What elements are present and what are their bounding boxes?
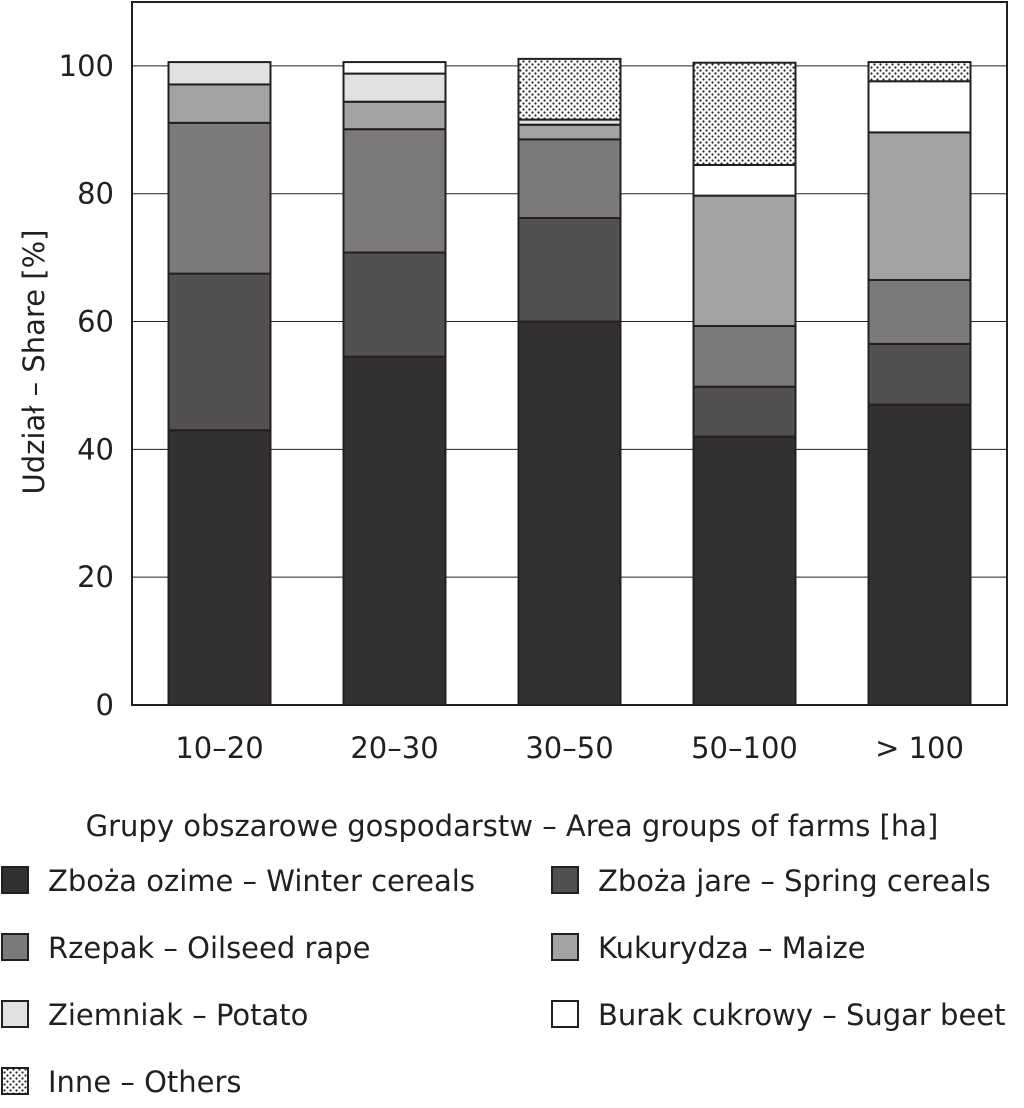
plot-frame	[131, 1, 1008, 706]
legend-swatch	[551, 1000, 579, 1028]
bar-segment	[342, 100, 447, 131]
bar-segment	[342, 61, 447, 75]
legend-swatch	[1, 866, 29, 894]
bar-segment	[167, 61, 272, 86]
bar-segment	[167, 429, 272, 706]
bar-segment	[517, 320, 622, 706]
legend-swatch	[551, 866, 579, 894]
bar-segment	[867, 131, 972, 282]
legend-label: Burak cukrowy – Sugar beet	[598, 998, 1006, 1032]
legend-label: Zboża ozime – Winter cereals	[48, 864, 475, 898]
bar-segment	[867, 61, 972, 83]
legend-label: Kukurydza – Maize	[598, 931, 866, 965]
bar-segment	[517, 217, 622, 323]
bar-segment	[692, 163, 797, 197]
y-tick-label: 100	[59, 49, 114, 83]
bar-segment	[167, 272, 272, 432]
bar-segment	[692, 435, 797, 706]
x-tick-label: 10–20	[175, 731, 263, 765]
x-axis-title: Grupy obszarowe gospodarstw – Area group…	[86, 809, 939, 843]
bar-segment	[342, 355, 447, 706]
legend-swatch	[1, 1067, 29, 1095]
legend-swatch	[1, 933, 29, 961]
y-tick-label: 60	[77, 305, 114, 339]
y-tick-label: 0	[96, 688, 114, 722]
y-axis-ticks: 0 20 40 60 80 100	[59, 49, 114, 722]
bar-segment	[692, 325, 797, 388]
legend-item: Zboża jare – Spring cereals	[551, 864, 991, 898]
bar-segment	[342, 251, 447, 358]
legend-item: Rzepak – Oilseed rape	[1, 931, 370, 965]
bar-segment	[867, 403, 972, 706]
legend-swatch	[1, 1000, 29, 1028]
legend-item: Inne – Others	[1, 1065, 242, 1099]
bar-segment	[692, 194, 797, 328]
bars	[167, 57, 972, 706]
legend-item: Zboża ozime – Winter cereals	[1, 864, 475, 898]
bar-segment	[342, 128, 447, 254]
legend-label: Rzepak – Oilseed rape	[48, 931, 370, 965]
bar-segment	[167, 121, 272, 275]
legend-swatch	[551, 933, 579, 961]
x-tick-label: > 100	[875, 731, 964, 765]
y-axis-title: Udział – Share [%]	[17, 230, 51, 495]
x-tick-label: 30–50	[525, 731, 613, 765]
bar-segment	[517, 138, 622, 220]
x-tick-label: 50–100	[691, 731, 798, 765]
legend-item: Burak cukrowy – Sugar beet	[551, 998, 1006, 1032]
legend-item: Ziemniak – Potato	[1, 998, 308, 1032]
legend-item: Kukurydza – Maize	[551, 931, 866, 965]
legend: Zboża ozime – Winter cereals Zboża jare –…	[1, 864, 1006, 1099]
bar-segment	[692, 61, 797, 166]
legend-label: Zboża jare – Spring cereals	[598, 864, 991, 898]
bar-segment	[517, 57, 622, 121]
x-tick-label: 20–30	[350, 731, 438, 765]
y-tick-label: 40	[77, 432, 114, 466]
y-tick-label: 80	[77, 177, 114, 211]
bar-segment	[867, 279, 972, 345]
x-axis-ticks: 10–20 20–30 30–50 50–100 > 100	[175, 731, 964, 765]
bar-segment	[692, 385, 797, 438]
bar-segment	[867, 80, 972, 134]
bar-segment	[342, 72, 447, 103]
bar-segment	[867, 342, 972, 406]
legend-label: Inne – Others	[48, 1065, 242, 1099]
y-tick-label: 20	[77, 560, 114, 594]
bar-segment	[167, 83, 272, 124]
bar-segment	[517, 123, 622, 141]
legend-label: Ziemniak – Potato	[48, 998, 308, 1032]
